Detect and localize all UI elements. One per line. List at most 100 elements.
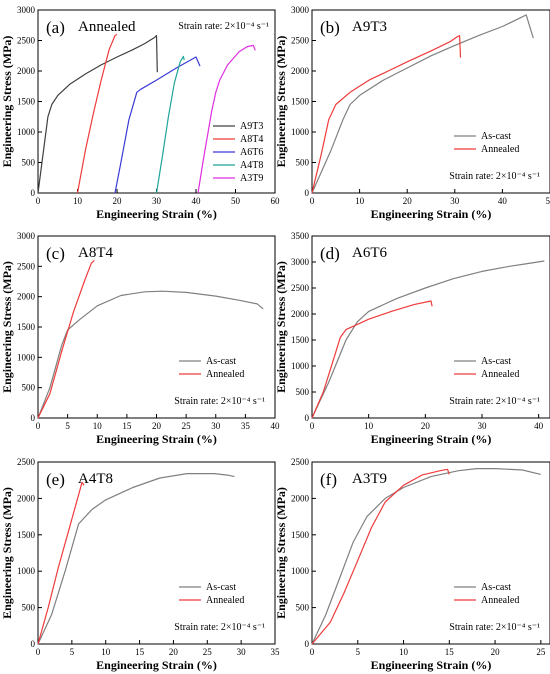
x-tick-label: 25: [182, 421, 192, 431]
x-tick-label: 30: [152, 196, 162, 206]
y-axis-label: Engineering Stress (MPa): [0, 261, 14, 393]
strain-rate-note: Strain rate: 2×10⁻⁴ s⁻¹: [449, 171, 540, 182]
x-tick-label: 25: [203, 647, 213, 657]
x-tick-label: 10: [355, 196, 365, 206]
x-axis-label: Engineering Strain (%): [96, 432, 217, 446]
y-tick-label: 2500: [291, 283, 310, 293]
y-tick-label: 0: [305, 188, 310, 198]
x-tick-label: 50: [231, 196, 241, 206]
y-tick-label: 0: [305, 413, 310, 423]
y-tick-label: 2000: [291, 309, 310, 319]
panel-title: A3T9: [352, 471, 387, 487]
legend-label: As-cast: [206, 582, 236, 593]
x-tick-label: 5: [70, 647, 75, 657]
panel-title: Annealed: [78, 19, 136, 35]
legend-label: As-cast: [206, 356, 236, 367]
y-tick-label: 2000: [17, 292, 36, 302]
y-tick-label: 3000: [291, 5, 310, 15]
x-tick-label: 10: [93, 421, 103, 431]
y-axis-label: Engineering Stress (MPa): [274, 36, 288, 168]
chart-panel: 0 5 10 15 20 25 30 35 0 500 1000 1500 2000 2500 Engine…: [0, 457, 280, 672]
x-tick-label: 10: [73, 196, 83, 206]
x-tick-label: 20: [421, 421, 431, 431]
x-tick-label: 30: [478, 421, 488, 431]
chart-panel: 0 5 10 15 20 25 30 35 40 0 500 1000 1500 2000 2500 3000…: [0, 231, 280, 446]
x-tick-label: 30: [237, 647, 247, 657]
legend-label: As-cast: [481, 582, 511, 593]
x-tick-label: 20: [169, 647, 179, 657]
y-tick-label: 500: [22, 603, 36, 613]
panel-title: A6T6: [352, 245, 387, 261]
y-tick-label: 2500: [291, 36, 310, 46]
legend-label: As-cast: [481, 356, 511, 367]
x-tick-label: 20: [113, 196, 123, 206]
x-tick-label: 0: [36, 421, 41, 431]
panel-title: A8T4: [78, 245, 113, 261]
y-tick-label: 0: [31, 639, 36, 649]
series-line: [37, 290, 264, 419]
y-tick-label: 1000: [291, 566, 310, 576]
legend-label: Annealed: [481, 369, 519, 380]
chart-panel: 0 10 20 30 40 50 60 0 500 1000 1500 2000 2500 3000 Eng…: [0, 5, 280, 221]
legend-label: A4T8: [240, 160, 263, 171]
panel-letter: (d): [320, 244, 340, 263]
x-axis-label: Engineering Strain (%): [371, 207, 492, 221]
series-line: [37, 259, 95, 419]
y-tick-label: 1000: [17, 352, 36, 362]
x-tick-label: 20: [491, 647, 501, 657]
panel-letter: (a): [46, 18, 65, 37]
y-tick-label: 2000: [17, 66, 36, 76]
x-tick-label: 0: [310, 647, 315, 657]
series-line: [197, 44, 256, 194]
legend-label: A8T4: [240, 134, 263, 145]
y-tick-label: 1500: [17, 97, 36, 107]
chart-panel: 0 10 20 30 40 0 500 1000 1500 2000 2500 3000 3500 Eng…: [274, 231, 550, 446]
y-tick-label: 1000: [17, 127, 36, 137]
chart-panel: 01020304050050010001500200025003000Engin…: [274, 5, 550, 221]
strain-rate-note: Strain rate: 2×10⁻⁴ s⁻¹: [449, 622, 540, 633]
y-axis-label: Engineering Stress (MPa): [0, 36, 14, 168]
series-line: [76, 33, 118, 194]
plot-frame: [37, 235, 276, 419]
legend-label: Annealed: [206, 595, 244, 606]
series-line: [311, 260, 545, 419]
series-line: [155, 55, 185, 194]
series-line: [37, 473, 235, 645]
x-tick-label: 0: [36, 647, 41, 657]
x-axis-label: Engineering Strain (%): [96, 658, 217, 672]
strain-rate-note: Strain rate: 2×10⁻⁴ s⁻¹: [174, 396, 265, 407]
strain-rate-note: Strain rate: 2×10⁻⁴ s⁻¹: [449, 396, 540, 407]
series-line: [37, 34, 158, 194]
x-tick-label: 20: [403, 196, 413, 206]
x-tick-label: 0: [310, 421, 315, 431]
y-tick-label: 2000: [291, 493, 310, 503]
panel-title: A4T8: [78, 471, 113, 487]
y-tick-label: 2000: [291, 66, 310, 76]
x-tick-label: 30: [450, 196, 460, 206]
x-tick-label: 40: [498, 196, 508, 206]
y-tick-label: 500: [296, 387, 310, 397]
y-tick-label: 500: [296, 158, 310, 168]
strain-rate-note: Strain rate: 2×10⁻⁴ s⁻¹: [174, 622, 265, 633]
series-line: [311, 300, 433, 419]
y-tick-label: 1000: [17, 566, 36, 576]
panel-letter: (c): [46, 244, 65, 263]
x-tick-label: 35: [271, 647, 281, 657]
y-tick-label: 3000: [17, 5, 36, 15]
x-axis-label: Engineering Strain (%): [371, 658, 492, 672]
y-tick-label: 2500: [17, 457, 36, 467]
y-tick-label: 1500: [291, 97, 310, 107]
y-tick-label: 1000: [291, 127, 310, 137]
x-tick-label: 25: [536, 647, 546, 657]
y-tick-label: 1500: [17, 530, 36, 540]
y-tick-label: 500: [22, 383, 36, 393]
y-tick-label: 500: [22, 158, 36, 168]
x-tick-label: 20: [152, 421, 162, 431]
legend-label: As-cast: [481, 131, 511, 142]
legend-label: A3T9: [240, 173, 263, 184]
series-line: [311, 14, 534, 194]
x-tick-label: 0: [310, 196, 315, 206]
chart-panel: 0 5 10 15 20 25 0 500 1000 1500 2000 2500 Engineerin…: [274, 457, 550, 672]
panel-title: A9T3: [352, 19, 387, 35]
